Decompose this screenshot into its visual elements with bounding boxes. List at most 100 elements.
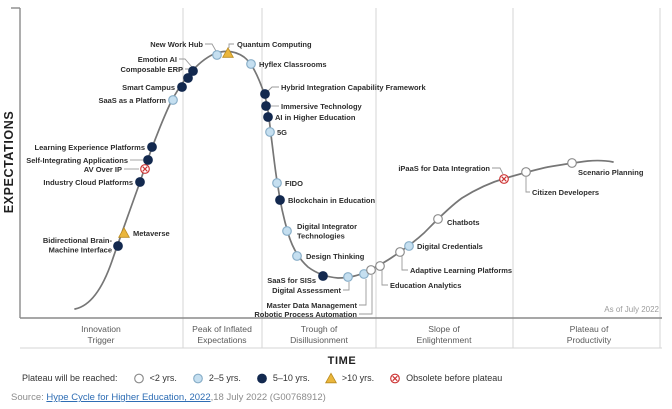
label-scenario-planning: Scenario Planning: [578, 168, 644, 177]
source-line: Source: Hype Cycle for Higher Education,…: [11, 392, 326, 403]
marker-education-analytics: [375, 261, 385, 271]
leader-robotic-process-automation: [359, 275, 373, 315]
label-5g: 5G: [277, 128, 287, 137]
marker-robotic-process-automation: [366, 265, 376, 275]
marker-5g: [265, 127, 275, 137]
marker-metaverse: [118, 226, 130, 238]
label-digital-credentials: Digital Credentials: [417, 242, 483, 251]
legend-item-5-10yrs: 5–10 yrs.: [256, 372, 310, 384]
leader-adaptive-learning-platforms: [401, 256, 408, 271]
2-5yrs-circle-icon: [192, 373, 203, 384]
label-citizen-developers: Citizen Developers: [532, 188, 599, 197]
label-self-integrating-applications: Self-Integrating Applications: [26, 156, 128, 165]
phase-plateau-of-productivity: Plateau of Productivity: [567, 324, 612, 345]
marker-saas-for-siss: [318, 271, 328, 281]
label-hyflex-classrooms: Hyflex Classrooms: [259, 60, 327, 69]
label-hybrid-integration-capability-framework: Hybrid Integration Capability Framework: [281, 83, 426, 92]
item-markers: [113, 46, 577, 282]
marker-emotion-ai: [188, 66, 198, 76]
label-education-analytics: Education Analytics: [390, 281, 461, 290]
label-saas-for-siss: SaaS for SISs: [267, 276, 316, 285]
leader-digital-assessment: [343, 282, 350, 291]
source-suffix: ,18 July 2022 (G00768912): [210, 392, 326, 403]
marker-quantum-computing: [222, 46, 234, 58]
legend-item-label: 5–10 yrs.: [272, 373, 310, 383]
legend-title: Plateau will be reached:: [22, 373, 118, 383]
label-digital-assessment: Digital Assessment: [272, 286, 341, 295]
label-fido: FIDO: [285, 179, 303, 188]
label-industry-cloud-platforms: Industry Cloud Platforms: [43, 178, 133, 187]
hype-curve: [74, 50, 614, 310]
leader-education-analytics: [381, 270, 388, 286]
marker-ipaas-for-data-integration: [499, 174, 509, 184]
leader-quantum-computing: [228, 43, 234, 48]
legend-item-label: <2 yrs.: [149, 373, 177, 383]
legend-item-label: Obsolete before plateau: [406, 373, 503, 383]
marker-digital-credentials: [404, 241, 414, 251]
legend: Plateau will be reached: <2 yrs. 2–5 yrs…: [22, 370, 502, 386]
leader-new-work-hub: [205, 43, 217, 52]
axes: [11, 7, 662, 319]
marker-hybrid-integration-capability-framework: [260, 89, 270, 99]
item-labels: Bidirectional Brain-Machine Interface Met…: [26, 40, 644, 319]
phase-innovation-trigger: Innovation Trigger: [81, 324, 121, 345]
gridlines: [20, 8, 662, 349]
legend-item-2-5yrs: 2–5 yrs.: [192, 372, 241, 384]
y-axis-label: EXPECTATIONS: [2, 111, 16, 214]
marker-blockchain-in-education: [275, 195, 285, 205]
legend-item-obsolete: Obsolete before plateau: [389, 372, 502, 384]
label-composable-erp: Composable ERP: [120, 65, 183, 74]
marker-new-work-hub: [212, 50, 222, 60]
marker-av-over-ip: [140, 164, 150, 174]
marker-learning-experience-platforms: [147, 142, 157, 152]
marker-citizen-developers: [521, 167, 531, 177]
legend-item-lt2yrs: <2 yrs.: [133, 372, 177, 384]
obsolete-cross-icon: [390, 373, 401, 384]
as-of-date: As of July 2022: [604, 305, 659, 314]
marker-digital-assessment: [343, 272, 353, 282]
marker-fido: [272, 178, 282, 188]
source-link[interactable]: Hype Cycle for Higher Education, 2022: [46, 392, 211, 403]
marker-industry-cloud-platforms: [135, 177, 145, 187]
marker-ai-in-higher-education: [263, 112, 273, 122]
x-axis-label: TIME: [328, 355, 357, 367]
label-learning-experience-platforms: Learning Experience Platforms: [35, 143, 145, 152]
marker-hyflex-classrooms: [246, 59, 256, 69]
label-blockchain-in-education: Blockchain in Education: [288, 196, 376, 205]
5-10yrs-circle-icon: [256, 373, 267, 384]
legend-item-label: >10 yrs.: [341, 373, 375, 383]
marker-immersive-technology: [261, 101, 271, 111]
label-robotic-process-automation: Robotic Process Automation: [254, 310, 357, 319]
label-new-work-hub: New Work Hub: [150, 40, 203, 49]
label-master-data-management: Master Data Management: [267, 301, 358, 310]
label-smart-campus: Smart Campus: [122, 83, 175, 92]
label-metaverse: Metaverse: [133, 229, 170, 238]
leader-citizen-developers: [525, 177, 530, 193]
marker-scenario-planning: [567, 158, 577, 168]
source-prefix: Source:: [11, 392, 47, 403]
leader-emotion-ai: [179, 58, 193, 68]
leader-hybrid-integration-capability-framework: [266, 86, 279, 93]
label-bidirectional-brain-machine-interface: Bidirectional Brain-Machine Interface: [43, 236, 113, 255]
phase-trough-of-disillusionment: Trough of Disillusionment: [290, 324, 348, 345]
phase-slope-of-enlightenment: Slope of Enlightenment: [417, 324, 473, 345]
lt2yrs-circle-icon: [133, 373, 144, 384]
label-adaptive-learning-platforms: Adaptive Learning Platforms: [410, 266, 512, 275]
marker-design-thinking: [292, 251, 302, 261]
label-ipaas-for-data-integration: iPaaS for Data Integration: [398, 164, 490, 173]
legend-item-label: 2–5 yrs.: [208, 373, 241, 383]
marker-digital-integrator-technologies: [282, 226, 292, 236]
leader-ipaas-for-data-integration: [492, 167, 504, 175]
phase-labels: Innovation Trigger Peak of Inflated Expecta…: [81, 324, 612, 345]
marker-adaptive-learning-platforms: [395, 247, 405, 257]
marker-saas-as-a-platform: [168, 95, 178, 105]
marker-composable-erp: [183, 73, 193, 83]
label-chatbots: Chatbots: [447, 218, 480, 227]
label-ai-in-higher-education: AI in Higher Education: [275, 113, 356, 122]
label-emotion-ai: Emotion AI: [138, 55, 177, 64]
label-saas-as-a-platform: SaaS as a Platform: [98, 96, 166, 105]
label-immersive-technology: Immersive Technology: [281, 102, 363, 111]
marker-smart-campus: [177, 82, 187, 92]
leader-master-data-management: [359, 279, 367, 306]
